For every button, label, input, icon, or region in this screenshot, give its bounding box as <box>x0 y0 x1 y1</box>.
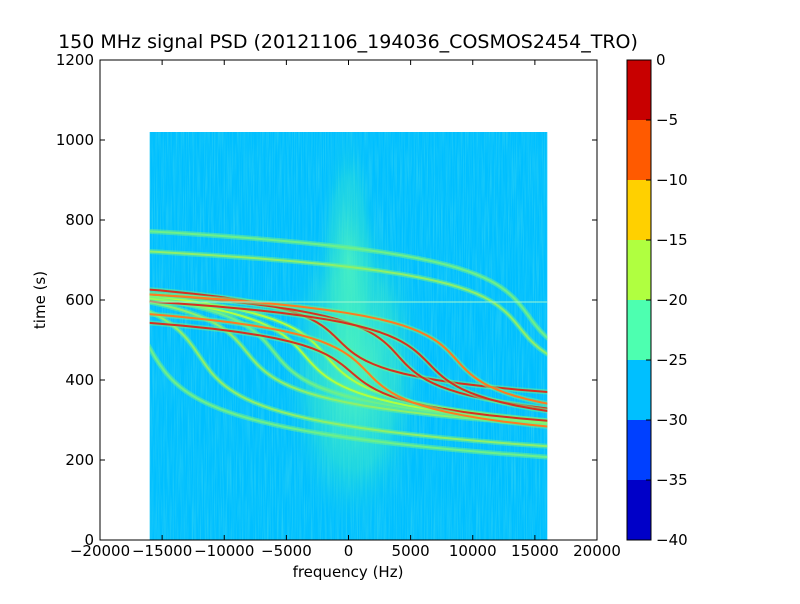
x-tick-label-8: 20000 <box>573 542 621 560</box>
colorbar-band-6 <box>627 120 651 180</box>
colorbar-tick-label-6: −10 <box>656 171 688 189</box>
x-tick-label-2: −10000 <box>194 542 254 560</box>
signal-trace-10 <box>149 300 548 412</box>
colorbar-tick-label-4: −20 <box>656 291 688 309</box>
y-tick-label-6: 1200 <box>56 51 94 69</box>
x-tick-label-3: −5000 <box>261 542 312 560</box>
x-axis-ticks: −20000 −15000 −10000 −5000 0 5000 10000 15000 20… <box>70 60 621 560</box>
signal-trace-8 <box>149 313 548 428</box>
y-tick-label-4: 800 <box>65 211 94 229</box>
y-tick-label-3: 600 <box>65 291 94 309</box>
colorbar-tick-label-0: −40 <box>656 531 688 549</box>
colorbar-band-5 <box>627 180 651 240</box>
signal-trace-6 <box>149 288 548 394</box>
colorbar-tick-label-8: 0 <box>656 51 666 69</box>
colorbar-band-4 <box>627 240 651 300</box>
colorbar-tick-label-1: −35 <box>656 471 688 489</box>
signal-trace-7 <box>149 321 548 422</box>
signal-trace-9 <box>149 293 548 410</box>
signal-trace-1 <box>149 310 548 448</box>
colorbar-band-0 <box>627 480 651 540</box>
signal-trace-13 <box>149 230 548 340</box>
x-tick-label-0: −20000 <box>70 542 130 560</box>
x-tick-label-7: 15000 <box>511 542 559 560</box>
y-tick-label-1: 200 <box>65 451 94 469</box>
y-tick-label-5: 1000 <box>56 131 94 149</box>
colorbar-tick-label-2: −30 <box>656 411 688 429</box>
x-tick-label-4: 0 <box>344 542 354 560</box>
colorbar-band-2 <box>627 360 651 420</box>
x-axis-label: frequency (Hz) <box>293 563 404 581</box>
colorbar-band-7 <box>627 60 651 120</box>
colorbar-band-3 <box>627 300 651 360</box>
y-axis-ticks: 0 200 400 600 800 1000 1200 <box>56 51 597 549</box>
x-tick-label-1: −15000 <box>132 542 192 560</box>
colorbar: −40 −35 −30 −25 −20 −15 −10 −5 0 <box>626 51 688 549</box>
plot-area <box>99 59 598 541</box>
y-tick-label-2: 400 <box>65 371 94 389</box>
x-tick-label-5: 5000 <box>392 542 430 560</box>
heatmap-data <box>149 132 548 540</box>
signal-trace-12 <box>149 250 548 356</box>
x-tick-label-6: 10000 <box>449 542 497 560</box>
colorbar-tick-label-5: −15 <box>656 231 688 249</box>
colorbar-tick-label-7: −5 <box>656 111 678 129</box>
chart-title: 150 MHz signal PSD (20121106_194036_COSM… <box>58 31 638 53</box>
signal-trace-2 <box>149 301 548 426</box>
y-axis-label: time (s) <box>31 271 49 329</box>
y-tick-label-0: 0 <box>84 531 94 549</box>
colorbar-tick-label-3: −25 <box>656 351 688 369</box>
signal-trace-4 <box>149 297 548 424</box>
signal-trace-11 <box>149 293 548 405</box>
colorbar-band-1 <box>627 420 651 480</box>
